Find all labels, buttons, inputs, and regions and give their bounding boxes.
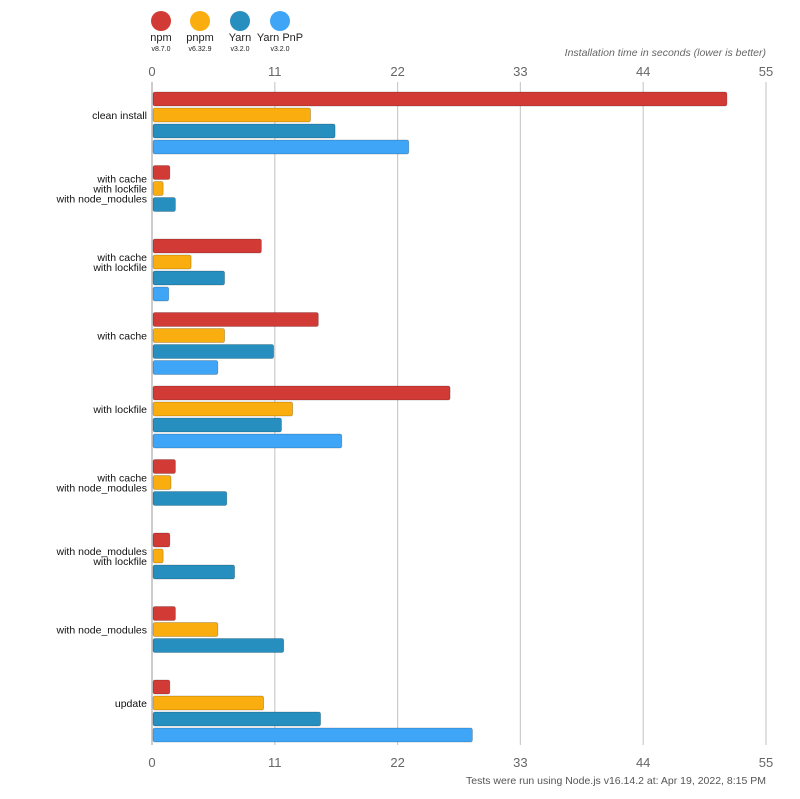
legend-swatch-npm [151,11,171,31]
legend-version-npm: v8.7.0 [151,46,170,53]
tick-label-bottom-44: 44 [636,755,650,770]
legend-version-pnpm: v6.32.9 [189,46,212,53]
legend-version-yarn-pnp: v3.2.0 [270,46,289,53]
bar-pnpm-8 [152,695,265,711]
legend-label-npm: npm [150,32,171,44]
bar-pnpm-6 [152,548,164,564]
tick-label-top-33: 33 [513,64,527,79]
tick-label-top-22: 22 [390,64,404,79]
legend-label-pnpm: pnpm [186,32,214,44]
bar-yarn-pnp-3 [152,360,219,375]
x-axis-title: Installation time in seconds (lower is b… [565,47,766,59]
bar-npm-5 [152,459,176,474]
legend-swatch-yarn [230,11,250,31]
bar-yarn-3 [152,344,275,359]
tick-label-bottom-0: 0 [148,755,155,770]
bar-npm-3 [152,312,319,327]
bar-pnpm-0 [152,107,311,123]
bar-yarn-6 [152,564,236,580]
bar-npm-1 [152,165,171,180]
category-label-0: clean install [92,110,147,122]
bar-npm-2 [152,238,262,254]
bar-pnpm-5 [152,475,172,490]
bar-npm-8 [152,679,171,695]
legend-label-yarn-pnp: Yarn PnP [257,32,303,44]
tick-label-bottom-55: 55 [759,755,773,770]
axis-ticks: 0 0 11 11 22 22 33 33 44 44 55 55 [148,64,773,770]
bar-pnpm-3 [152,328,225,343]
tick-label-top-11: 11 [268,64,282,79]
tick-label-bottom-22: 22 [390,755,404,770]
bar-yarn-pnp-0 [152,139,410,155]
tick-label-bottom-11: 11 [268,755,282,770]
bar-yarn-4 [152,417,282,433]
legend-label-yarn: Yarn [229,32,251,44]
bar-npm-0 [152,91,728,107]
bars [152,91,728,743]
bar-yarn-1 [152,197,176,212]
category-label-2: with cache with lockfile [92,252,147,274]
bar-npm-6 [152,532,171,548]
category-label-8: update [115,698,147,710]
bar-pnpm-4 [152,401,294,417]
category-label-1: with cache with lockfile with node_modules [56,174,148,206]
footer-note: Tests were run using Node.js v16.14.2 at… [466,775,766,787]
gridlines [151,82,767,745]
bar-npm-7 [152,606,176,621]
bar-yarn-5 [152,491,228,506]
bar-yarn-7 [152,638,285,653]
bar-pnpm-7 [152,622,219,637]
category-label-4: with lockfile [92,404,147,416]
tick-label-top-0: 0 [148,64,155,79]
tick-label-top-44: 44 [636,64,650,79]
tick-label-bottom-33: 33 [513,755,527,770]
bar-yarn-pnp-2 [152,286,170,302]
legend-swatch-yarn-pnp [270,11,290,31]
category-label-7: with node_modules [56,625,147,637]
category-label-3: with cache [96,331,147,343]
bar-npm-4 [152,385,451,401]
bar-pnpm-2 [152,254,192,270]
legend-version-yarn: v3.2.0 [230,46,249,53]
bar-pnpm-1 [152,181,164,196]
legend-swatch-pnpm [190,11,210,31]
bar-yarn-pnp-4 [152,433,343,449]
bar-yarn-2 [152,270,225,286]
category-label-6: with node_modules with lockfile [56,546,148,568]
bar-yarn-pnp-8 [152,727,473,743]
tick-label-top-55: 55 [759,64,773,79]
legend: npm v8.7.0 pnpm v6.32.9 Yarn v3.2.0 Yarn PnP v3… [150,11,303,53]
category-label-5: with cache with node_modules [56,473,148,495]
bar-yarn-8 [152,711,321,727]
bar-yarn-0 [152,123,336,139]
